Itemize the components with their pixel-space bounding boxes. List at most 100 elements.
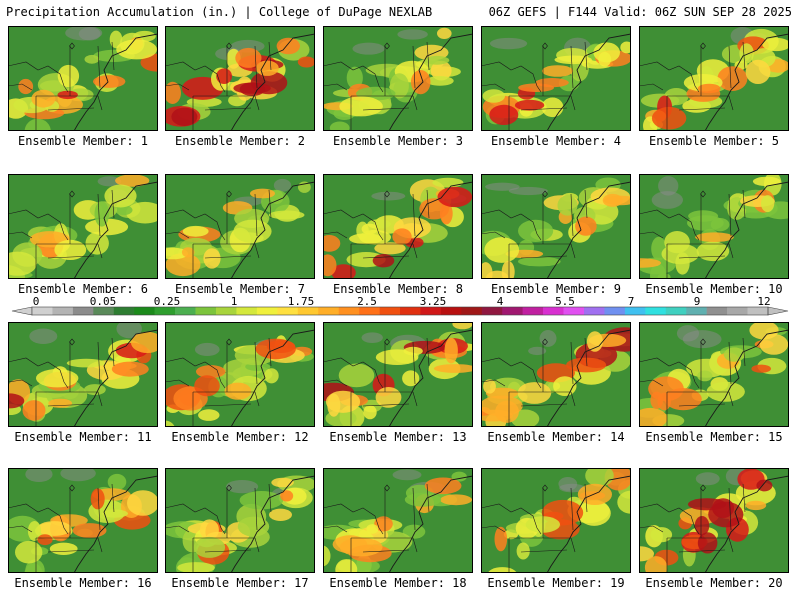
precip-area <box>37 534 53 546</box>
precip-area <box>24 118 51 131</box>
state-border <box>412 487 416 531</box>
panel-frame <box>165 26 315 131</box>
state-border <box>678 549 726 553</box>
station-marker-icon <box>226 190 232 198</box>
precip-area <box>196 365 226 379</box>
ensemble-map-panel <box>323 468 473 573</box>
state-border <box>36 391 103 407</box>
state-border <box>351 537 418 553</box>
ensemble-member-label: Ensemble Member: 11 <box>14 430 152 444</box>
panel-frame <box>165 468 315 573</box>
ensemble-map-panel <box>8 322 158 427</box>
precip-area <box>752 176 781 187</box>
state-border <box>204 403 252 407</box>
state-border <box>111 337 115 367</box>
precip-area <box>22 400 46 421</box>
state-border <box>570 193 574 237</box>
station-marker-icon <box>542 338 548 346</box>
colorbar-swatch <box>216 307 237 315</box>
state-border <box>509 243 576 259</box>
ensemble-map-panel <box>8 468 158 573</box>
ensemble-map-panel <box>165 26 315 131</box>
precip-area <box>109 30 123 49</box>
colorbar-tick-label: 0.05 <box>89 295 117 308</box>
precip-area <box>558 75 580 92</box>
precip-area <box>440 494 473 506</box>
state-border <box>165 231 190 239</box>
state-border <box>362 403 410 407</box>
ensemble-member-label: Ensemble Member: 2 <box>174 134 306 148</box>
colorbar-swatch <box>502 307 523 315</box>
state-border <box>8 209 69 241</box>
precip-map <box>8 26 158 131</box>
state-border <box>639 61 700 93</box>
state-border <box>426 41 430 71</box>
state-border <box>351 95 418 111</box>
light-precip-area <box>651 191 684 209</box>
precip-map <box>323 468 473 573</box>
precip-area <box>517 382 552 404</box>
coastline <box>388 181 473 279</box>
colorbar-swatch <box>563 307 585 315</box>
state-border <box>165 357 226 389</box>
precip-area <box>554 55 592 65</box>
precip-area <box>8 393 25 409</box>
state-border <box>47 107 95 111</box>
colorbar-swatch <box>318 307 339 315</box>
state-border <box>323 525 348 533</box>
state-border <box>254 341 258 385</box>
coastline <box>230 33 315 131</box>
light-precip-area <box>371 191 406 201</box>
precip-map <box>639 322 789 427</box>
state-border <box>8 83 33 91</box>
precip-area <box>577 500 611 526</box>
colorbar-swatch <box>645 307 667 315</box>
precip-area <box>107 473 127 491</box>
state-border <box>8 357 69 389</box>
state-border <box>481 503 542 535</box>
precip-area <box>639 258 661 268</box>
precip-area <box>745 500 767 511</box>
state-border <box>509 537 576 553</box>
state-border <box>639 83 664 91</box>
colorbar-swatch <box>665 307 687 315</box>
state-border <box>481 83 506 91</box>
state-border <box>412 193 416 237</box>
state-border <box>351 243 418 259</box>
precip-area <box>593 42 620 63</box>
ensemble-map-panel <box>639 468 789 573</box>
state-border <box>323 209 384 241</box>
precip-area <box>603 195 631 206</box>
precip-area <box>437 27 452 39</box>
ensemble-member-label: Ensemble Member: 8 <box>332 282 464 296</box>
state-border <box>678 255 726 259</box>
colorbar-swatch <box>584 307 605 315</box>
precip-area <box>437 186 473 208</box>
ensemble-member-label: Ensemble Member: 13 <box>329 430 467 444</box>
state-border <box>362 549 410 553</box>
state-border <box>728 45 732 89</box>
colorbar-tick-label: 1.75 <box>287 295 315 308</box>
state-border <box>323 503 384 535</box>
state-border <box>639 357 700 389</box>
coastline <box>704 33 789 131</box>
panel-frame <box>481 26 631 131</box>
state-border <box>165 525 190 533</box>
ensemble-map-panel <box>323 26 473 131</box>
precip-area <box>661 243 700 265</box>
panel-frame <box>8 26 158 131</box>
panel-frame <box>323 468 473 573</box>
station-marker-icon <box>384 42 390 50</box>
state-border <box>47 255 95 259</box>
coastline <box>73 181 158 279</box>
precip-map <box>639 26 789 131</box>
precip-area <box>494 526 508 552</box>
precip-area <box>695 232 734 242</box>
state-border <box>165 209 226 241</box>
state-border <box>36 243 103 259</box>
precip-area <box>483 379 496 394</box>
precip-area <box>424 477 462 495</box>
precip-area <box>518 219 554 242</box>
precip-area <box>297 56 315 68</box>
run-valid-time: 06Z GEFS | F144 Valid: 06Z SUN SEP 28 20… <box>488 5 792 19</box>
